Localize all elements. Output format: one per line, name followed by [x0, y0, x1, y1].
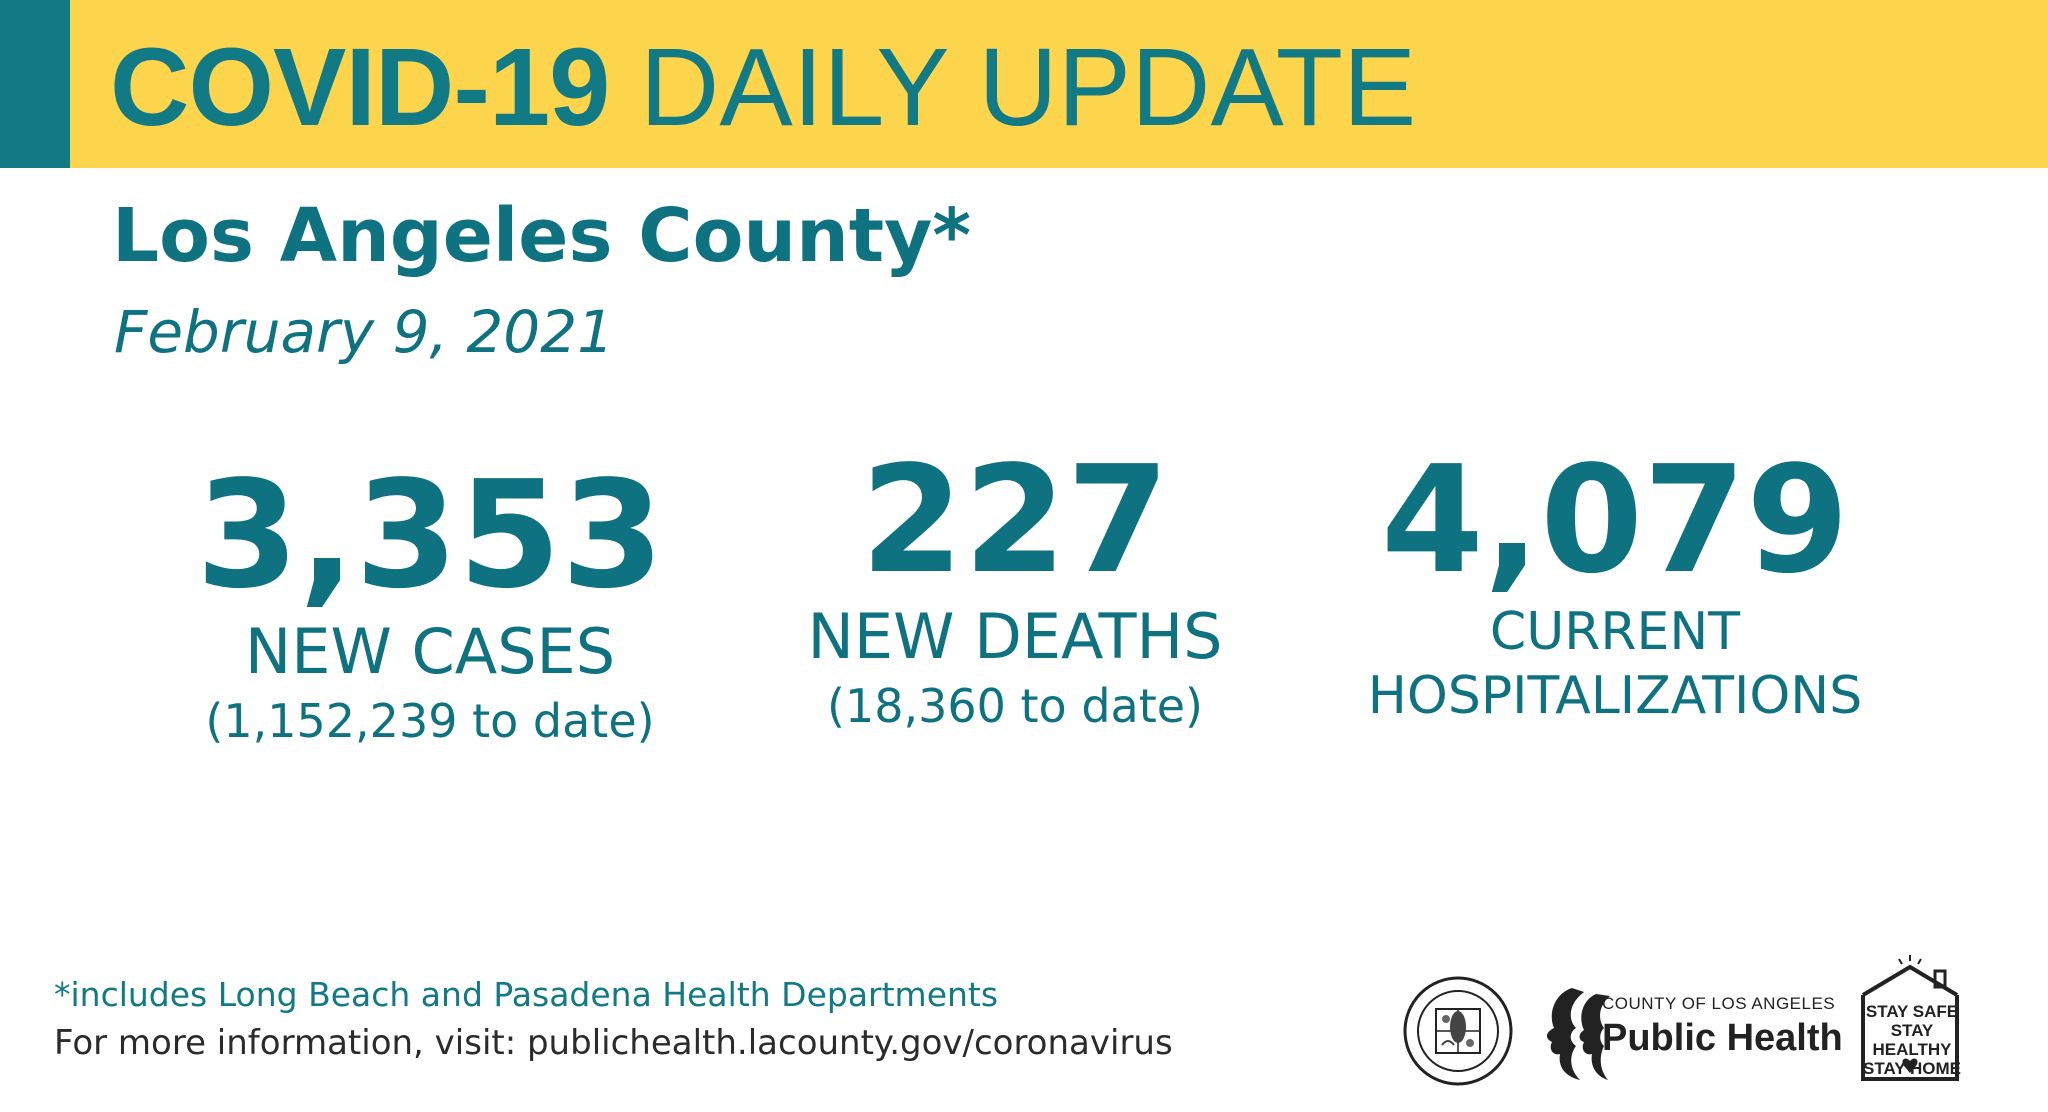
- stay-line-2: STAY HEALTHY: [1872, 1021, 1952, 1059]
- hospitalizations-label-line1: CURRENT: [1489, 602, 1741, 662]
- hospitalizations-label-line2: HOSPITALIZATIONS: [1367, 666, 1863, 726]
- hospitalizations-value: 4,079: [1380, 434, 1850, 606]
- banner-title-regular: DAILY UPDATE: [639, 26, 1417, 149]
- stay-home-logo-icon: [1861, 955, 1959, 1081]
- banner-title: COVID-19 DAILY UPDATE: [110, 28, 1416, 148]
- county-heading: Los Angeles County*: [112, 193, 972, 279]
- stat-current-hospitalizations: 4,079 CURRENT HOSPITALIZATIONS: [1330, 440, 1900, 728]
- stay-line-1: STAY SAFE: [1865, 1002, 1959, 1021]
- footnote-included-departments: *includes Long Beach and Pasadena Health…: [54, 975, 999, 1014]
- title-banner: COVID-19 DAILY UPDATE: [0, 0, 2048, 168]
- stat-new-deaths: 227 NEW DEATHS (18,360 to date): [735, 440, 1295, 738]
- banner-accent-bar: [0, 0, 70, 168]
- new-deaths-label: NEW DEATHS: [807, 600, 1223, 673]
- county-seal-icon: [1403, 976, 1513, 1086]
- new-cases-value: 3,353: [195, 449, 665, 621]
- public-health-county-text: COUNTY OF LOS ANGELES: [1602, 994, 1836, 1013]
- stay-line-3: STAY HOME: [1863, 1059, 1961, 1078]
- public-health-logo-icon: [1546, 988, 1610, 1080]
- deaths-to-date: (18,360 to date): [827, 679, 1203, 733]
- more-info-link-text: For more information, visit: publichealt…: [54, 1023, 1173, 1063]
- cases-to-date: (1,152,239 to date): [205, 694, 655, 748]
- stat-new-cases: 3,353 NEW CASES (1,152,239 to date): [150, 455, 710, 753]
- stay-safe-text: STAY SAFE STAY HEALTHY STAY HOME: [1862, 1002, 1962, 1078]
- new-deaths-value: 227: [860, 434, 1170, 606]
- report-date: February 9, 2021: [114, 298, 614, 366]
- banner-title-bold: COVID-19: [110, 26, 610, 149]
- public-health-title: Public Health: [1602, 1017, 1843, 1059]
- new-cases-label: NEW CASES: [244, 615, 616, 688]
